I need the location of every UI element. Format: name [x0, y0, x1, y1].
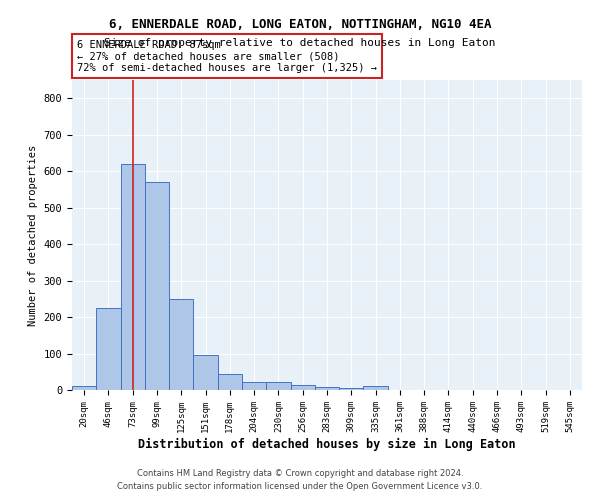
Bar — [315, 387, 339, 390]
Text: Contains HM Land Registry data © Crown copyright and database right 2024.: Contains HM Land Registry data © Crown c… — [137, 468, 463, 477]
Bar — [266, 382, 290, 390]
Bar — [72, 386, 96, 390]
Text: 6, ENNERDALE ROAD, LONG EATON, NOTTINGHAM, NG10 4EA: 6, ENNERDALE ROAD, LONG EATON, NOTTINGHA… — [109, 18, 491, 30]
X-axis label: Distribution of detached houses by size in Long Eaton: Distribution of detached houses by size … — [138, 438, 516, 450]
Bar — [193, 354, 218, 390]
Bar — [121, 164, 145, 390]
Bar — [218, 374, 242, 390]
Bar — [96, 308, 121, 390]
Bar — [145, 182, 169, 390]
Bar — [339, 388, 364, 390]
Bar — [364, 386, 388, 390]
Bar — [242, 382, 266, 390]
Bar — [290, 384, 315, 390]
Text: Size of property relative to detached houses in Long Eaton: Size of property relative to detached ho… — [104, 38, 496, 48]
Y-axis label: Number of detached properties: Number of detached properties — [28, 144, 38, 326]
Text: 6 ENNERDALE ROAD: 87sqm
← 27% of detached houses are smaller (508)
72% of semi-d: 6 ENNERDALE ROAD: 87sqm ← 27% of detache… — [77, 40, 377, 73]
Bar — [169, 299, 193, 390]
Text: Contains public sector information licensed under the Open Government Licence v3: Contains public sector information licen… — [118, 482, 482, 491]
